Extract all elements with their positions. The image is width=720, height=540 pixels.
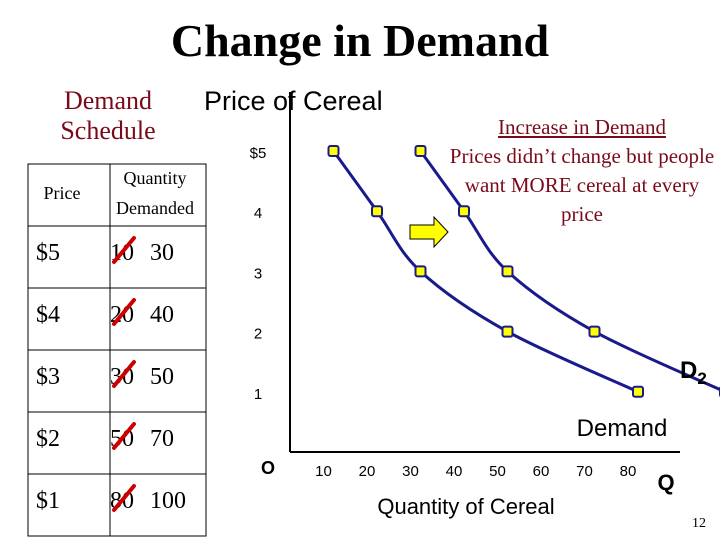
curve-demand — [332, 150, 639, 394]
schedule-heading: Demand Schedule — [60, 86, 156, 145]
point-d2-1 — [458, 205, 470, 218]
price-value-4: $1 — [36, 488, 60, 514]
quantity-header-cell — [109, 163, 207, 227]
page-number: 12 — [692, 516, 706, 531]
quantity-cell-2 — [109, 349, 207, 413]
point-demand-4 — [632, 385, 644, 398]
new-quantity-4: 100 — [150, 488, 186, 514]
new-quantity-0: 30 — [150, 240, 174, 266]
quantity-cell-0 — [109, 225, 207, 289]
y-tick-label-0: $5 — [250, 145, 267, 162]
quantity-cell-3 — [109, 411, 207, 475]
price-value-0: $5 — [36, 240, 60, 266]
quantity-header-line2: Demanded — [116, 198, 194, 218]
shift-right-arrow — [409, 215, 449, 249]
strikethrough-0 — [112, 236, 136, 264]
strikethrough-3 — [112, 422, 136, 450]
new-quantity-2: 50 — [150, 364, 174, 390]
price-value-3: $2 — [36, 426, 60, 452]
price-cell-1 — [27, 287, 111, 351]
d2-curve-label: D2 — [680, 357, 707, 388]
curve-d2 — [419, 150, 720, 392]
x-tick-label-1: 20 — [359, 463, 376, 480]
quantity-cell-4 — [109, 473, 207, 537]
d2-label-base: D — [680, 357, 697, 384]
quantity-cell-1 — [109, 287, 207, 351]
x-tick-label-5: 60 — [533, 463, 550, 480]
price-cell-2 — [27, 349, 111, 413]
y-tick-label-1: 4 — [254, 205, 262, 222]
x-tick-label-3: 40 — [446, 463, 463, 480]
point-demand-3 — [501, 325, 514, 338]
demand-curve-label: Demand — [577, 415, 668, 442]
point-d2-0 — [414, 145, 427, 157]
price-value-1: $4 — [36, 302, 60, 328]
strikethrough-2 — [112, 360, 136, 388]
point-d2-3 — [588, 325, 601, 338]
x-tick-label-7: 80 — [620, 463, 637, 480]
x-axis-title: Quantity of Cereal — [377, 494, 554, 519]
price-cell-4 — [27, 473, 111, 537]
demand-schedule-table: Price Quantity Demanded $51030$42040$330… — [27, 163, 207, 537]
annotation-heading: Increase in Demand — [498, 115, 666, 139]
y-tick-label-3: 2 — [254, 326, 262, 343]
price-value-2: $3 — [36, 364, 60, 390]
strikethrough-1 — [112, 298, 136, 326]
point-demand-0 — [327, 145, 340, 157]
quantity-header-line1: Quantity — [124, 168, 187, 188]
x-tick-label-2: 30 — [402, 463, 419, 480]
annotation: Increase in Demand Prices didn’t change … — [448, 113, 716, 229]
chart-title: Price of Cereal — [204, 86, 383, 116]
price-header: Price — [44, 183, 81, 203]
strikethrough-4 — [112, 484, 136, 512]
y-tick-label-4: 1 — [254, 386, 262, 403]
new-quantity-3: 70 — [150, 426, 174, 452]
price-cell-0 — [27, 225, 111, 289]
new-quantity-1: 40 — [150, 302, 174, 328]
point-demand-2 — [414, 265, 427, 278]
point-d2-2 — [501, 265, 514, 278]
x-tick-label-0: 10 — [315, 463, 332, 480]
point-demand-1 — [371, 205, 383, 218]
x-tick-label-6: 70 — [576, 463, 593, 480]
price-header-cell — [27, 163, 111, 227]
y-tick-label-2: 3 — [254, 265, 262, 282]
annotation-text: Prices didn’t change but people want MOR… — [449, 144, 715, 226]
q-axis-label: Q — [657, 470, 674, 495]
price-cell-3 — [27, 411, 111, 475]
origin-label: O — [261, 458, 275, 478]
x-tick-label-4: 50 — [489, 463, 506, 480]
slide-title: Change in Demand — [170, 15, 550, 66]
d2-label-subscript: 2 — [697, 369, 706, 388]
